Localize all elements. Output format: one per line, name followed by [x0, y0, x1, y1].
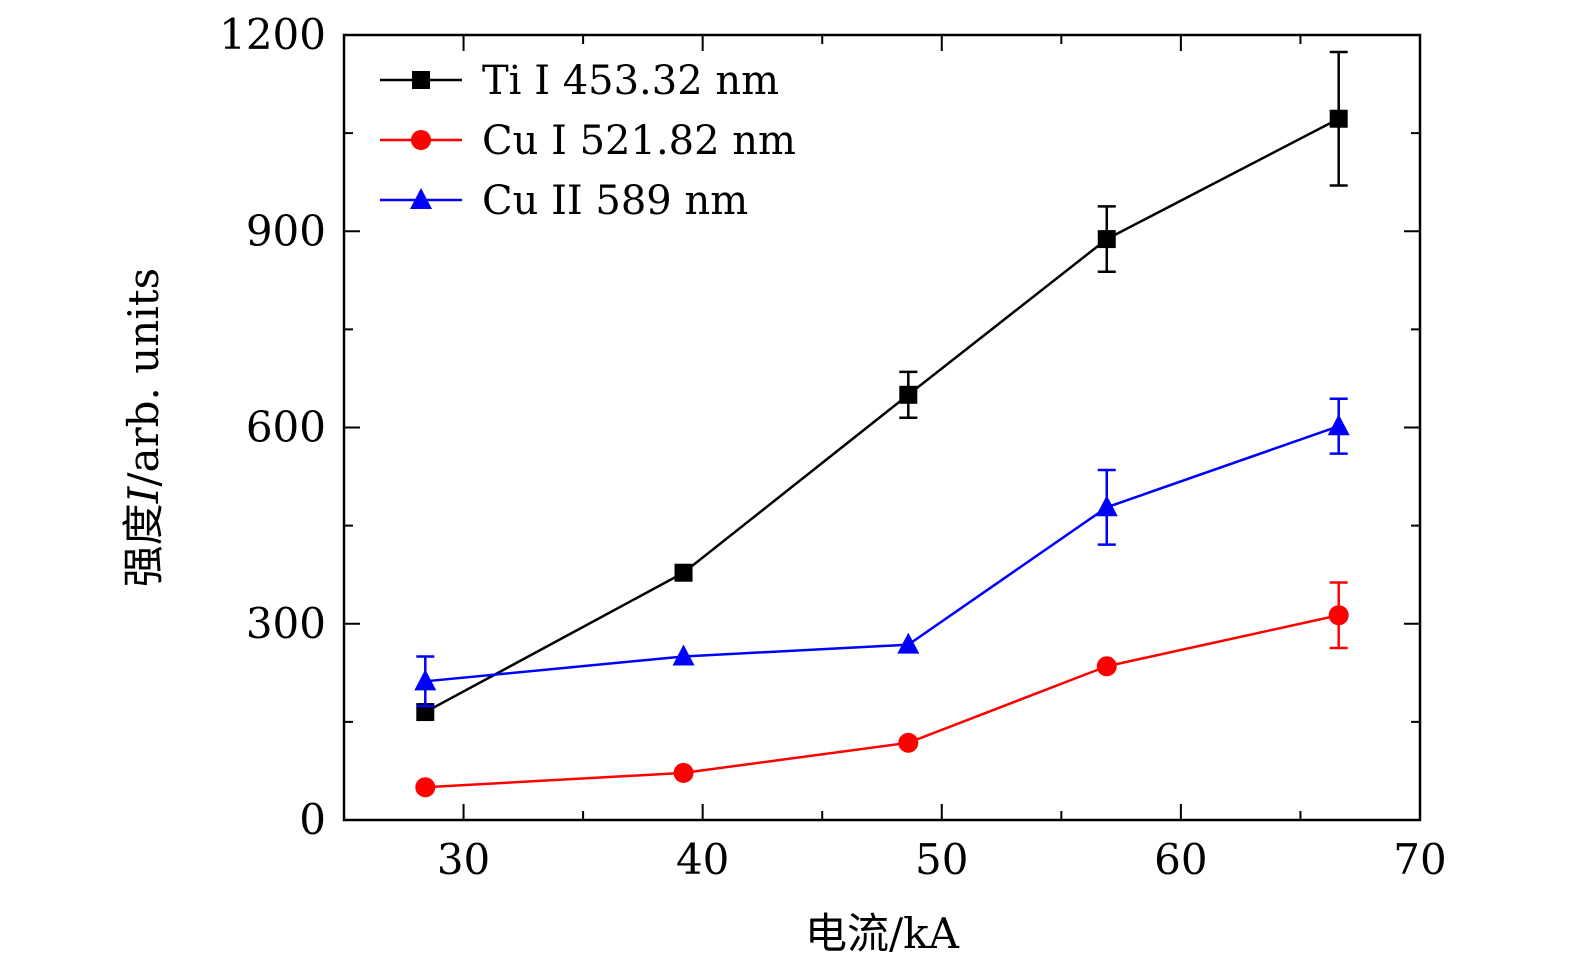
data-point	[415, 777, 436, 798]
legend-label: Ti I 453.32 nm	[482, 58, 779, 104]
x-tick-label: 40	[676, 835, 729, 884]
y-axis-title-suffix: /arb. units	[119, 268, 168, 487]
legend-label: Cu II 589 nm	[482, 178, 748, 224]
legend-marker	[410, 188, 432, 209]
legend-marker	[412, 71, 430, 89]
y-tick-label: 900	[246, 206, 326, 255]
legend-marker	[411, 130, 431, 150]
y-tick-label: 300	[246, 599, 326, 648]
series-0	[416, 50, 1348, 722]
x-tick-label: 70	[1393, 835, 1446, 884]
y-tick-label: 1200	[219, 10, 326, 59]
y-tick-label: 600	[246, 403, 326, 452]
data-point	[1096, 656, 1117, 677]
series-line	[425, 425, 1340, 683]
x-tick-label: 60	[1154, 835, 1207, 884]
x-tick-label: 50	[915, 835, 968, 884]
data-point	[414, 669, 437, 691]
legend: Ti I 453.32 nm Cu I 521.82 nm Cu II 589 nm	[380, 58, 796, 224]
data-point	[673, 762, 694, 783]
data-point	[898, 732, 919, 753]
data-point	[416, 703, 435, 722]
x-tick-label: 30	[437, 835, 490, 884]
series-line	[425, 614, 1339, 789]
data-point	[1329, 109, 1348, 128]
x-axis-title: 电流/kA	[805, 909, 960, 958]
y-axis-title-variable: I	[119, 485, 168, 504]
legend-label: Cu I 521.82 nm	[482, 118, 796, 164]
data-point	[1327, 414, 1350, 436]
data-point	[897, 632, 920, 654]
y-tick-label: 0	[299, 795, 326, 844]
data-point	[1097, 230, 1116, 249]
y-axis-title-prefix: 强度	[119, 503, 168, 587]
series-2	[414, 397, 1350, 708]
data-point	[1328, 605, 1349, 626]
data-point	[899, 385, 918, 404]
series-1	[415, 581, 1349, 798]
y-axis-title: 强度I/arb. units	[119, 268, 168, 587]
data-point	[672, 644, 695, 666]
data-point	[674, 563, 693, 582]
data-point	[1095, 495, 1118, 517]
